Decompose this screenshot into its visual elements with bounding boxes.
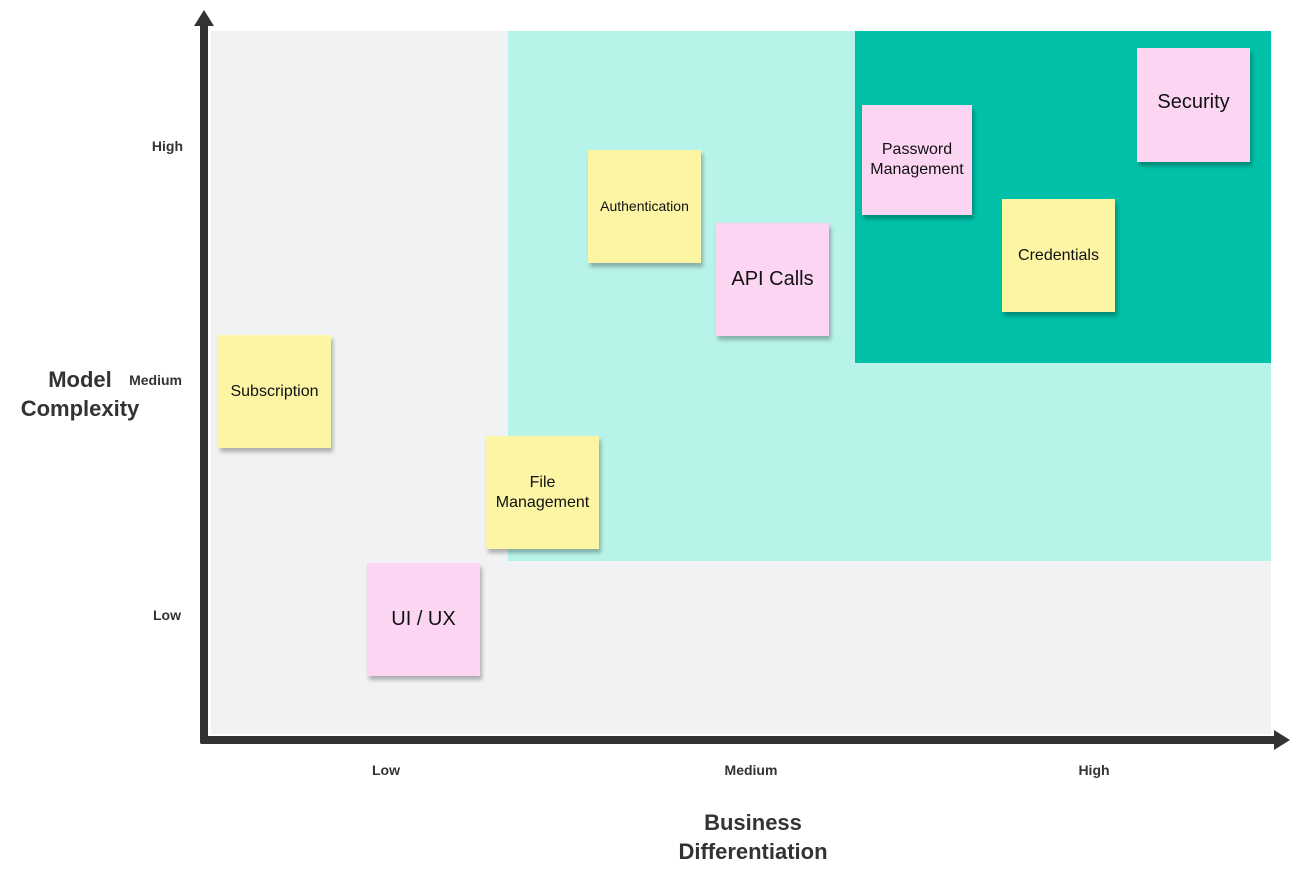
sticky-note-file-management[interactable]: File Management xyxy=(486,436,599,549)
y-axis-line xyxy=(200,20,208,744)
x-tick-low: Low xyxy=(372,762,400,778)
sticky-note-api-calls[interactable]: API Calls xyxy=(716,223,829,336)
x-axis-title: Business Differentiation xyxy=(678,810,828,864)
sticky-note-security[interactable]: Security xyxy=(1137,48,1250,162)
x-tick-medium: Medium xyxy=(724,762,778,778)
sticky-note-password-management[interactable]: Password Management xyxy=(862,105,972,215)
x-tick-high: High xyxy=(1078,762,1110,778)
sticky-note-credentials[interactable]: Credentials xyxy=(1002,199,1115,312)
y-tick-high: High xyxy=(151,138,183,154)
sticky-note-authentication[interactable]: Authentication xyxy=(588,150,701,263)
y-axis-arrow-icon xyxy=(194,10,214,26)
x-axis-arrow-icon xyxy=(1274,730,1290,750)
x-axis-line xyxy=(200,736,1278,744)
y-tick-medium: Medium xyxy=(129,372,182,388)
sticky-note-ui-ux[interactable]: UI / UX xyxy=(367,563,480,676)
y-axis-title: Model Complexity xyxy=(20,367,140,421)
sticky-note-subscription[interactable]: Subscription xyxy=(218,335,331,448)
y-tick-low: Low xyxy=(153,607,181,623)
